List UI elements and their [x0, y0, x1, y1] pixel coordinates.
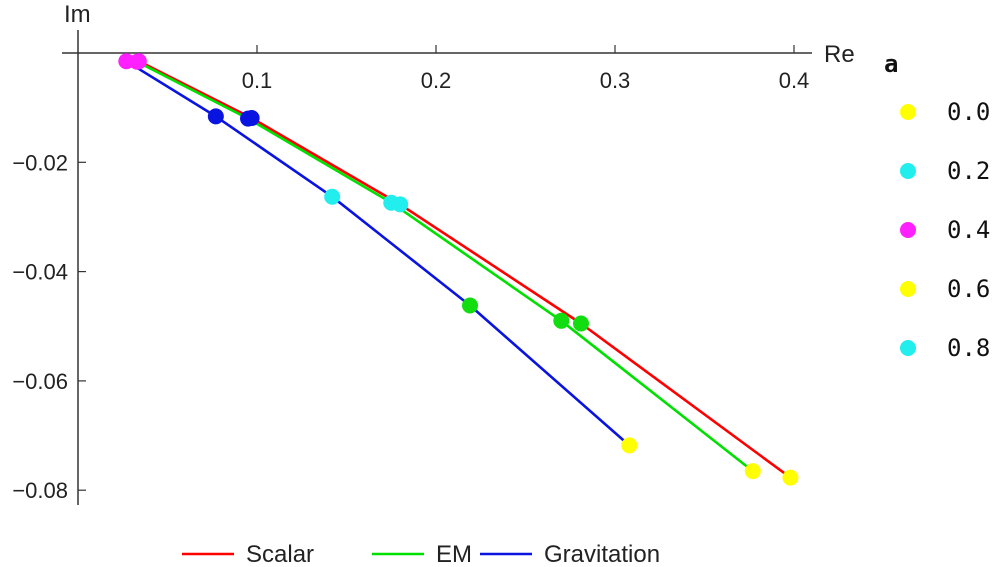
series-legend-label: Gravitation [544, 541, 660, 567]
y-ticks: −0.02 −0.04 −0.06 −0.08 [12, 150, 86, 503]
data-point-gravitation [118, 53, 135, 70]
y-tick-label: −0.06 [12, 369, 68, 394]
x-axis-title: Re [824, 41, 855, 68]
point-legend-swatch [900, 163, 916, 179]
data-point-gravitation [324, 188, 341, 205]
data-point-gravitation [621, 437, 638, 454]
data-point-em [744, 463, 761, 480]
axes: Re Im [62, 1, 855, 505]
data-point-scalar [782, 469, 799, 486]
point-legend-title: a [884, 50, 898, 78]
point-legend-label: 0.0 [947, 98, 990, 126]
data-point-scalar [572, 315, 589, 332]
data-point-em [383, 194, 400, 211]
point-legend: a 0.0 0.2 0.4 0.6 0.8 [884, 50, 990, 362]
series-line-scalar [137, 59, 792, 479]
point-legend-label: 0.6 [947, 275, 990, 303]
y-tick-label: −0.04 [12, 260, 68, 285]
series-line-em [135, 60, 755, 473]
series-legend-label: Scalar [246, 541, 314, 567]
series-legend: Scalar EM Gravitation [182, 541, 660, 567]
y-tick-label: −0.08 [12, 478, 68, 503]
x-tick-label: 0.3 [600, 68, 631, 93]
x-ticks: 0.1 0.2 0.3 0.4 [242, 45, 810, 93]
data-point-em [553, 312, 570, 329]
data-point-gravitation [207, 108, 224, 125]
series-line-gravitation [125, 59, 631, 447]
point-legend-swatch [900, 222, 916, 238]
data-point-gravitation [462, 297, 479, 314]
series-lines [125, 59, 792, 479]
y-tick-label: −0.02 [12, 150, 68, 175]
point-legend-swatch [900, 104, 916, 120]
y-axis-title: Im [64, 1, 91, 28]
x-tick-label: 0.2 [421, 68, 452, 93]
series-legend-label: EM [436, 541, 472, 567]
point-legend-swatch [900, 281, 916, 297]
x-tick-label: 0.4 [779, 68, 810, 93]
x-tick-label: 0.1 [242, 68, 273, 93]
point-legend-label: 0.4 [947, 216, 990, 244]
point-legend-label: 0.2 [947, 157, 990, 185]
series-points [118, 53, 799, 486]
data-point-em [240, 110, 257, 127]
point-legend-label: 0.8 [947, 334, 990, 362]
point-legend-swatch [900, 340, 916, 356]
